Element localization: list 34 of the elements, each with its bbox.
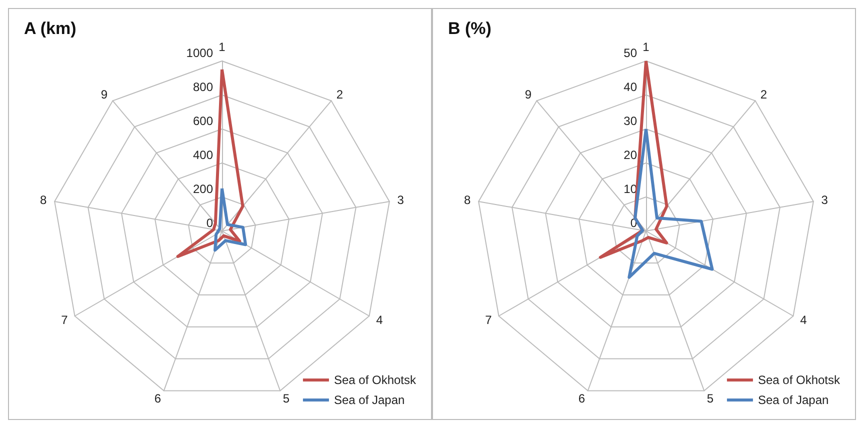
spoke-label: 8 (40, 193, 48, 208)
y-tick-label: 20 (624, 148, 638, 162)
legend-label: Sea of Okhotsk (758, 373, 841, 387)
spoke-label: 2 (760, 88, 768, 102)
y-tick-label: 800 (192, 80, 214, 94)
spoke-label: 7 (61, 313, 68, 327)
spoke-label: 7 (485, 313, 492, 327)
spoke-label: 5 (706, 391, 714, 406)
legend-label: Sea of Japan (758, 393, 829, 407)
chart-title: B (%) (448, 19, 492, 38)
y-tick-label: 1000 (186, 46, 214, 60)
spoke-label: 9 (524, 88, 532, 102)
chart-title: A (km) (24, 19, 76, 38)
spoke-label: 2 (336, 88, 344, 102)
spoke-label: 9 (100, 88, 108, 102)
spoke-label: 4 (376, 313, 384, 327)
y-tick-label: 40 (624, 80, 638, 94)
spoke-label: 1 (642, 40, 650, 54)
y-tick-label: 600 (192, 114, 214, 128)
spoke-label: 6 (578, 391, 586, 406)
legend-label: Sea of Japan (334, 393, 405, 407)
spoke-label: 3 (821, 193, 828, 208)
legend-label: Sea of Okhotsk (334, 373, 417, 387)
spoke-label: 5 (282, 391, 290, 406)
spoke-label: 6 (154, 391, 162, 406)
y-tick-label: 400 (192, 148, 214, 162)
y-tick-label: 200 (192, 182, 214, 196)
y-tick-label: 50 (624, 46, 638, 60)
spoke-label: 3 (397, 193, 404, 208)
y-tick-label: 30 (624, 114, 638, 128)
spoke-label: 8 (464, 193, 472, 208)
y-tick-label: 0 (206, 216, 214, 230)
spoke-label: 1 (218, 40, 226, 54)
spoke-label: 4 (800, 313, 808, 327)
